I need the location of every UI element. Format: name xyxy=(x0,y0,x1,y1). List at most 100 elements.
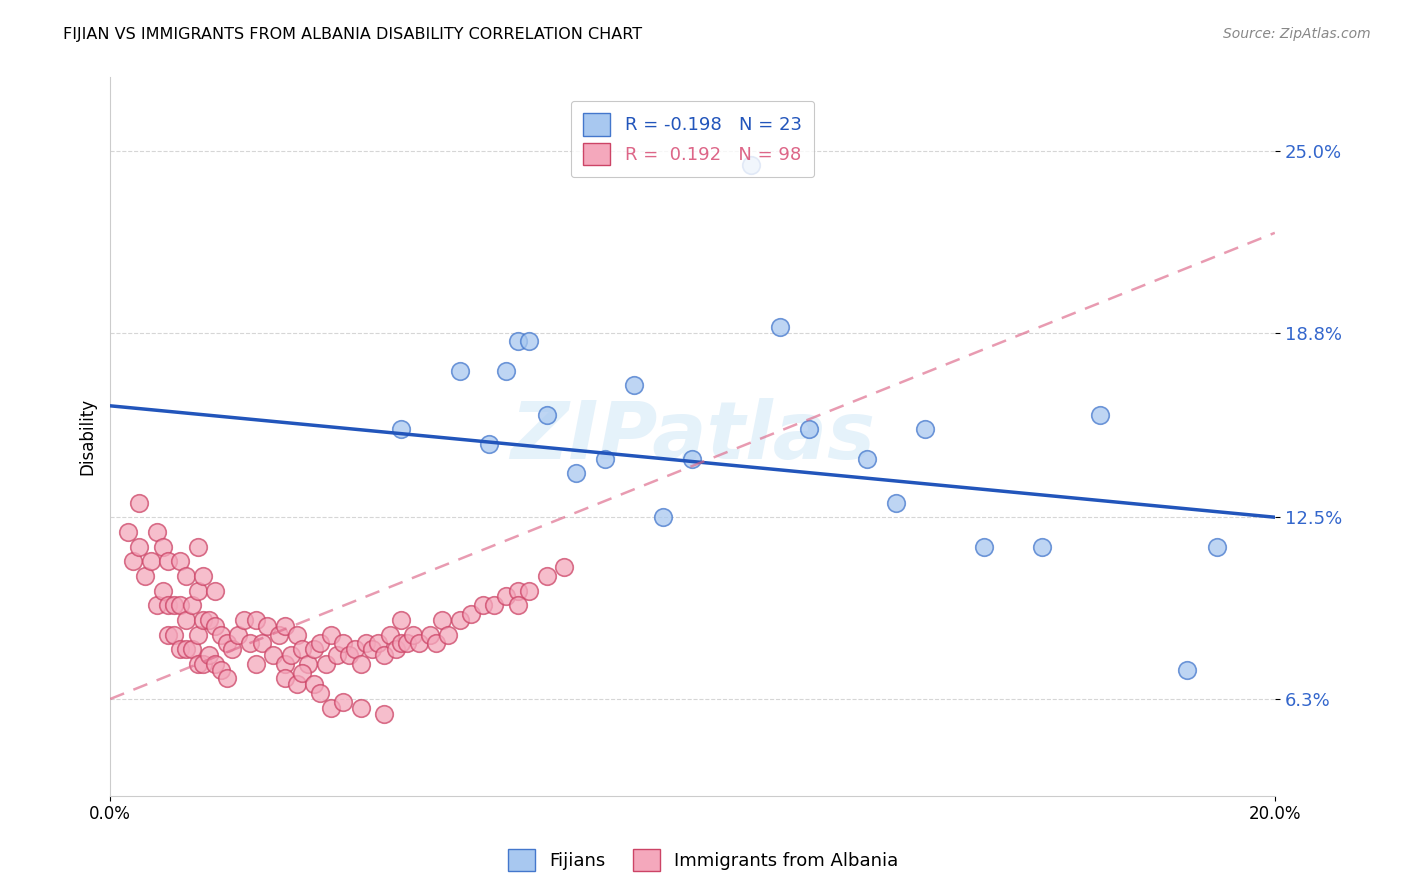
Point xyxy=(274,672,297,686)
Point xyxy=(652,510,675,524)
Point xyxy=(396,636,419,650)
Point xyxy=(157,598,180,612)
Point xyxy=(302,677,325,691)
Point xyxy=(245,657,267,671)
Point xyxy=(460,607,482,621)
Legend: Fijians, Immigrants from Albania: Fijians, Immigrants from Albania xyxy=(501,842,905,879)
Point xyxy=(215,636,238,650)
Point xyxy=(384,642,406,657)
Point xyxy=(553,560,575,574)
Point xyxy=(152,540,174,554)
Point xyxy=(884,495,907,509)
Point xyxy=(425,636,447,650)
Point xyxy=(128,540,150,554)
Text: ZIPatlas: ZIPatlas xyxy=(510,398,875,475)
Point xyxy=(449,613,471,627)
Point xyxy=(209,663,232,677)
Point xyxy=(519,583,541,598)
Point xyxy=(139,554,162,568)
Point xyxy=(471,598,494,612)
Point xyxy=(152,583,174,598)
Point xyxy=(506,598,529,612)
Point xyxy=(495,364,517,378)
Point xyxy=(308,686,330,700)
Point xyxy=(204,657,226,671)
Point xyxy=(117,524,139,539)
Point xyxy=(193,657,215,671)
Point xyxy=(430,613,453,627)
Point xyxy=(122,554,145,568)
Point xyxy=(226,627,249,641)
Point xyxy=(193,569,215,583)
Point xyxy=(163,598,186,612)
Point xyxy=(291,642,314,657)
Point xyxy=(1088,408,1111,422)
Point xyxy=(373,706,395,721)
Point xyxy=(519,334,541,349)
Point xyxy=(506,583,529,598)
Point xyxy=(593,451,616,466)
Point xyxy=(285,627,308,641)
Point xyxy=(349,657,371,671)
Point xyxy=(506,334,529,349)
Point xyxy=(343,642,366,657)
Point xyxy=(367,636,389,650)
Point xyxy=(186,657,208,671)
Point xyxy=(204,583,226,598)
Point xyxy=(256,618,278,632)
Point xyxy=(221,642,243,657)
Point xyxy=(332,695,354,709)
Point xyxy=(449,364,471,378)
Point xyxy=(163,627,186,641)
Point xyxy=(302,642,325,657)
Point xyxy=(495,590,517,604)
Point xyxy=(378,627,401,641)
Point xyxy=(856,451,879,466)
Point xyxy=(389,422,412,436)
Point xyxy=(193,613,215,627)
Point xyxy=(128,495,150,509)
Point xyxy=(297,657,319,671)
Point xyxy=(174,642,197,657)
Point xyxy=(145,524,167,539)
Text: FIJIAN VS IMMIGRANTS FROM ALBANIA DISABILITY CORRELATION CHART: FIJIAN VS IMMIGRANTS FROM ALBANIA DISABI… xyxy=(63,27,643,42)
Point xyxy=(280,648,302,662)
Point xyxy=(245,613,267,627)
Point xyxy=(308,636,330,650)
Point xyxy=(145,598,167,612)
Point xyxy=(565,467,588,481)
Point xyxy=(321,700,343,714)
Point xyxy=(332,636,354,650)
Point xyxy=(389,636,412,650)
Point xyxy=(973,540,995,554)
Point xyxy=(169,554,191,568)
Point xyxy=(389,613,412,627)
Point xyxy=(291,665,314,680)
Point xyxy=(623,378,645,392)
Point xyxy=(134,569,156,583)
Point xyxy=(274,618,297,632)
Point xyxy=(174,569,197,583)
Point xyxy=(1031,540,1053,554)
Point xyxy=(250,636,273,650)
Point xyxy=(174,613,197,627)
Point xyxy=(1205,540,1227,554)
Point xyxy=(157,627,180,641)
Point xyxy=(186,583,208,598)
Point xyxy=(373,648,395,662)
Point xyxy=(337,648,360,662)
Point xyxy=(914,422,936,436)
Point xyxy=(215,672,238,686)
Point xyxy=(536,408,558,422)
Point xyxy=(315,657,337,671)
Point xyxy=(326,648,349,662)
Point xyxy=(157,554,180,568)
Legend: R = -0.198   N = 23, R =  0.192   N = 98: R = -0.198 N = 23, R = 0.192 N = 98 xyxy=(571,101,814,178)
Point xyxy=(682,451,704,466)
Point xyxy=(186,627,208,641)
Point xyxy=(536,569,558,583)
Text: Source: ZipAtlas.com: Source: ZipAtlas.com xyxy=(1223,27,1371,41)
Point xyxy=(267,627,290,641)
Point xyxy=(198,648,221,662)
Point xyxy=(180,642,202,657)
